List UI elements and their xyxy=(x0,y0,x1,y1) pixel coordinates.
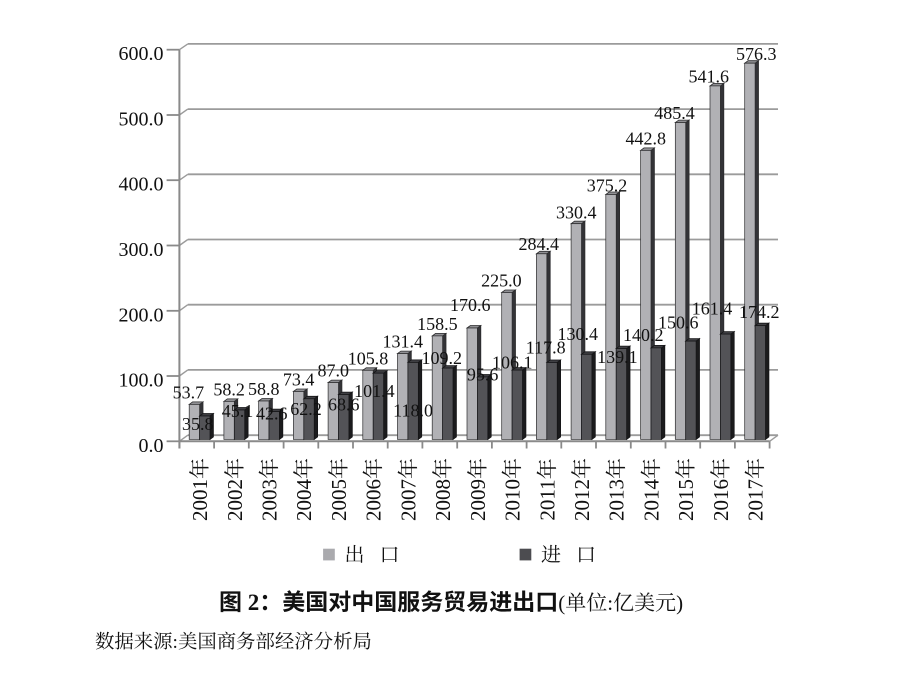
svg-text:2011年: 2011年 xyxy=(535,458,559,520)
svg-text:58.2: 58.2 xyxy=(213,379,245,399)
svg-text:118.0: 118.0 xyxy=(393,401,433,421)
svg-text:109.2: 109.2 xyxy=(422,348,463,368)
svg-text:170.6: 170.6 xyxy=(450,295,491,315)
svg-text:139.1: 139.1 xyxy=(597,347,638,367)
svg-text:576.3: 576.3 xyxy=(736,44,777,64)
svg-text:500.0: 500.0 xyxy=(119,109,164,131)
svg-text:2014年: 2014年 xyxy=(639,458,663,521)
svg-text:2001年: 2001年 xyxy=(188,458,212,521)
svg-text:161.4: 161.4 xyxy=(692,298,733,318)
svg-text:2007年: 2007年 xyxy=(396,458,420,521)
svg-text:数据来源:美国商务部经济分析局: 数据来源:美国商务部经济分析局 xyxy=(95,631,372,653)
svg-text:106.1: 106.1 xyxy=(492,353,533,373)
svg-text:进口: 进口 xyxy=(541,544,611,566)
svg-text:284.4: 284.4 xyxy=(519,234,560,254)
svg-text:600.0: 600.0 xyxy=(119,43,164,65)
svg-text:2012年: 2012年 xyxy=(570,458,594,521)
svg-text:2016年: 2016年 xyxy=(709,458,733,521)
svg-text:2003年: 2003年 xyxy=(258,458,282,521)
svg-text:出口: 出口 xyxy=(345,544,415,566)
svg-text:0.0: 0.0 xyxy=(139,435,164,457)
svg-text:2004年: 2004年 xyxy=(292,458,316,521)
svg-text:2017年: 2017年 xyxy=(744,458,768,521)
svg-text:225.0: 225.0 xyxy=(481,271,522,291)
svg-text:485.4: 485.4 xyxy=(654,103,695,123)
svg-text:105.8: 105.8 xyxy=(348,348,389,368)
svg-text:图 2：美国对中国服务贸易进出口(单位:亿美元): 图 2：美国对中国服务贸易进出口(单位:亿美元) xyxy=(219,590,683,615)
svg-text:442.8: 442.8 xyxy=(626,128,667,148)
svg-text:45.1: 45.1 xyxy=(222,401,254,421)
svg-text:117.8: 117.8 xyxy=(526,338,566,358)
svg-text:131.4: 131.4 xyxy=(382,332,423,352)
svg-text:87.0: 87.0 xyxy=(318,361,350,381)
svg-text:200.0: 200.0 xyxy=(119,304,164,326)
svg-text:2010年: 2010年 xyxy=(501,458,525,521)
svg-text:62.2: 62.2 xyxy=(290,399,322,419)
svg-text:375.2: 375.2 xyxy=(587,176,628,196)
svg-text:174.2: 174.2 xyxy=(739,302,780,322)
svg-text:35.8: 35.8 xyxy=(182,414,214,434)
svg-text:2005年: 2005年 xyxy=(327,458,351,521)
svg-text:300.0: 300.0 xyxy=(119,239,164,261)
svg-text:53.7: 53.7 xyxy=(173,382,205,402)
svg-text:140.2: 140.2 xyxy=(623,325,664,345)
svg-text:2008年: 2008年 xyxy=(431,458,455,521)
svg-text:100.0: 100.0 xyxy=(119,370,164,392)
svg-text:95.6: 95.6 xyxy=(467,365,499,385)
svg-text:42.6: 42.6 xyxy=(256,403,288,423)
svg-text:158.5: 158.5 xyxy=(417,314,458,334)
svg-text:101.4: 101.4 xyxy=(354,381,395,401)
svg-text:2015年: 2015年 xyxy=(674,458,698,521)
svg-text:73.4: 73.4 xyxy=(283,370,315,390)
svg-text:2006年: 2006年 xyxy=(362,458,386,521)
svg-text:130.4: 130.4 xyxy=(557,324,598,344)
svg-text:150.6: 150.6 xyxy=(658,312,699,332)
svg-text:58.8: 58.8 xyxy=(248,379,280,399)
svg-text:400.0: 400.0 xyxy=(119,174,164,196)
svg-text:330.4: 330.4 xyxy=(556,203,597,223)
svg-text:2013年: 2013年 xyxy=(605,458,629,521)
svg-text:541.6: 541.6 xyxy=(688,66,729,86)
svg-text:2009年: 2009年 xyxy=(466,458,490,521)
svg-text:2002年: 2002年 xyxy=(223,458,247,521)
svg-text:68.6: 68.6 xyxy=(328,395,360,415)
